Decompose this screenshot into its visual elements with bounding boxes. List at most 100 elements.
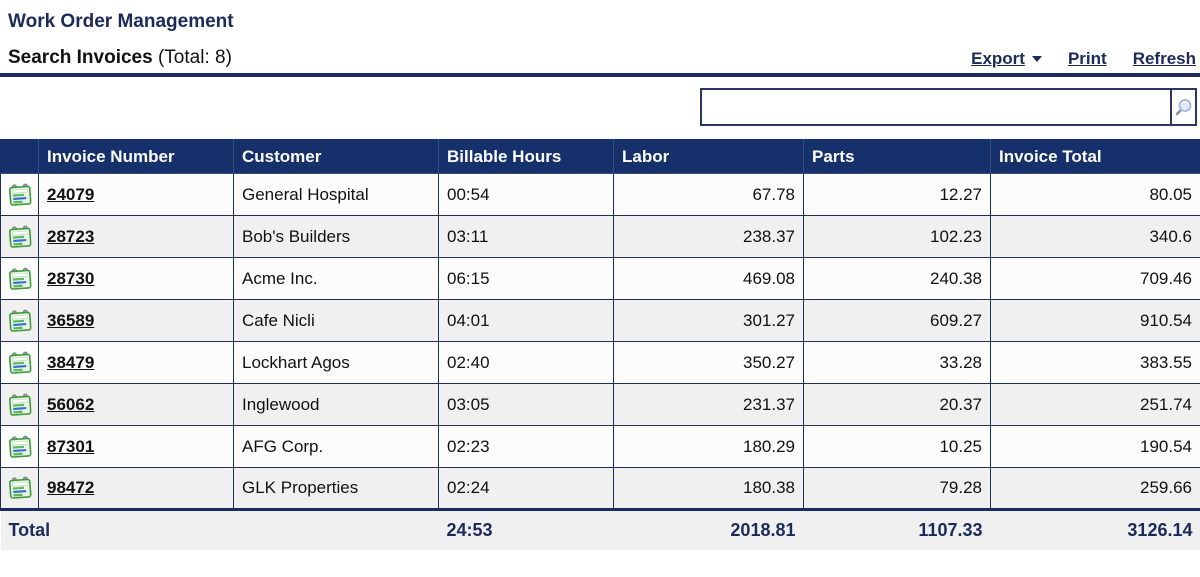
search-button[interactable] [1170,88,1197,126]
chevron-down-icon [1031,56,1042,62]
table-row: 87301 AFG Corp. 02:23 180.29 10.25 190.5… [0,425,1200,468]
header-invoice-number[interactable]: Invoice Number [38,139,234,174]
parts-cell: 33.28 [803,341,991,384]
toolbar-links: Export Print Refresh [971,49,1198,69]
parts-cell: 102.23 [803,215,991,258]
invoice-total-cell: 383.55 [990,341,1200,384]
header-labor[interactable]: Labor [613,139,804,174]
invoice-number-link[interactable]: 87301 [47,436,95,456]
customer-cell: Acme Inc. [233,257,439,300]
invoice-note-icon [8,225,31,248]
header-icon-column [0,139,39,174]
customer-cell: Inglewood [233,383,439,426]
totals-labor: 2018.81 [613,508,804,550]
parts-cell: 12.27 [803,173,991,216]
parts-cell: 79.28 [803,467,991,510]
table-row: 36589 Cafe Nicli 04:01 301.27 609.27 910… [0,299,1200,342]
invoice-number-link[interactable]: 28723 [47,226,95,246]
section-bar: Search Invoices (Total: 8) Export Print … [0,33,1200,73]
table-body: 24079 General Hospital 00:54 67.78 12.27… [0,173,1200,510]
invoice-icon-button[interactable] [0,215,39,258]
invoices-table: Invoice Number Customer Billable Hours L… [0,139,1200,550]
billable-hours-cell: 03:11 [438,215,614,258]
billable-hours-cell: 02:24 [438,467,614,510]
invoice-note-icon [8,183,31,206]
invoice-total-cell: 80.05 [990,173,1200,216]
page-title: Work Order Management [8,11,234,32]
invoice-note-icon [8,435,31,458]
customer-cell: General Hospital [233,173,439,216]
customer-cell: AFG Corp. [233,425,439,468]
billable-hours-cell: 06:15 [438,257,614,300]
invoice-number-link[interactable]: 98472 [47,478,95,497]
labor-cell: 67.78 [613,173,804,216]
header-invoice-total[interactable]: Invoice Total [990,139,1200,174]
totals-parts: 1107.33 [803,508,991,550]
search-input[interactable] [700,88,1170,126]
parts-cell: 10.25 [803,425,991,468]
customer-cell: Lockhart Agos [233,341,439,384]
invoice-icon-button[interactable] [0,425,39,468]
invoice-number-link[interactable]: 28730 [47,268,95,288]
labor-cell: 180.38 [613,467,804,510]
header-billable-hours[interactable]: Billable Hours [438,139,614,174]
section-title: Search Invoices [8,47,153,68]
invoice-note-icon [8,393,31,416]
customer-cell: Cafe Nicli [233,299,439,342]
invoice-number-link[interactable]: 56062 [47,394,95,414]
table-row: 28730 Acme Inc. 06:15 469.08 240.38 709.… [0,257,1200,300]
work-order-management-page: Work Order Management Search Invoices (T… [0,11,1200,550]
invoice-number-link[interactable]: 38479 [47,352,95,372]
billable-hours-cell: 04:01 [438,299,614,342]
table-row: 28723 Bob's Builders 03:11 238.37 102.23… [0,215,1200,258]
invoice-icon-button[interactable] [0,299,39,342]
billable-hours-cell: 00:54 [438,173,614,216]
section-count: (Total: 8) [157,47,232,68]
invoice-total-cell: 910.54 [990,299,1200,342]
customer-cell: Bob's Builders [233,215,439,258]
parts-cell: 20.37 [803,383,991,426]
magnifier-icon [1175,98,1192,115]
invoice-note-icon [8,309,31,332]
header-parts[interactable]: Parts [803,139,991,174]
section-divider [0,73,1200,77]
invoice-number-link[interactable]: 36589 [47,310,95,330]
invoice-icon-button[interactable] [0,341,39,384]
billable-hours-cell: 03:05 [438,383,614,426]
invoice-note-icon [8,267,31,290]
totals-row: Total 24:53 2018.81 1107.33 3126.14 [0,508,1200,550]
labor-cell: 301.27 [613,299,804,342]
header-customer[interactable]: Customer [233,139,439,174]
billable-hours-cell: 02:23 [438,425,614,468]
invoice-icon-button[interactable] [0,383,39,426]
parts-cell: 240.38 [803,257,991,300]
labor-cell: 180.29 [613,425,804,468]
print-button[interactable]: Print [1067,49,1107,68]
table-row: 98472 GLK Properties 02:24 180.38 79.28 … [0,467,1200,510]
invoice-icon-button[interactable] [0,467,39,510]
labor-cell: 231.37 [613,383,804,426]
parts-cell: 609.27 [803,299,991,342]
invoice-note-icon [8,351,31,374]
labor-cell: 238.37 [613,215,804,258]
table-row: 56062 Inglewood 03:05 231.37 20.37 251.7… [0,383,1200,426]
invoice-total-cell: 190.54 [990,425,1200,468]
invoice-total-cell: 259.66 [990,467,1200,510]
labor-cell: 469.08 [613,257,804,300]
totals-invoice-total: 3126.14 [990,508,1200,550]
invoice-total-cell: 709.46 [990,257,1200,300]
customer-cell: GLK Properties [233,467,439,510]
invoice-total-cell: 251.74 [990,383,1200,426]
invoice-note-icon [8,476,31,499]
table-row: 38479 Lockhart Agos 02:40 350.27 33.28 3… [0,341,1200,384]
refresh-button[interactable]: Refresh [1132,49,1196,68]
invoice-icon-button[interactable] [0,173,39,216]
totals-label: Total [0,508,439,550]
invoice-total-cell: 340.6 [990,215,1200,258]
totals-billable-hours: 24:53 [438,508,614,550]
billable-hours-cell: 02:40 [438,341,614,384]
invoice-icon-button[interactable] [0,257,39,300]
invoice-number-link[interactable]: 24079 [47,184,95,204]
export-button[interactable]: Export [971,49,1042,69]
table-footer: Total 24:53 2018.81 1107.33 3126.14 [0,508,1200,550]
